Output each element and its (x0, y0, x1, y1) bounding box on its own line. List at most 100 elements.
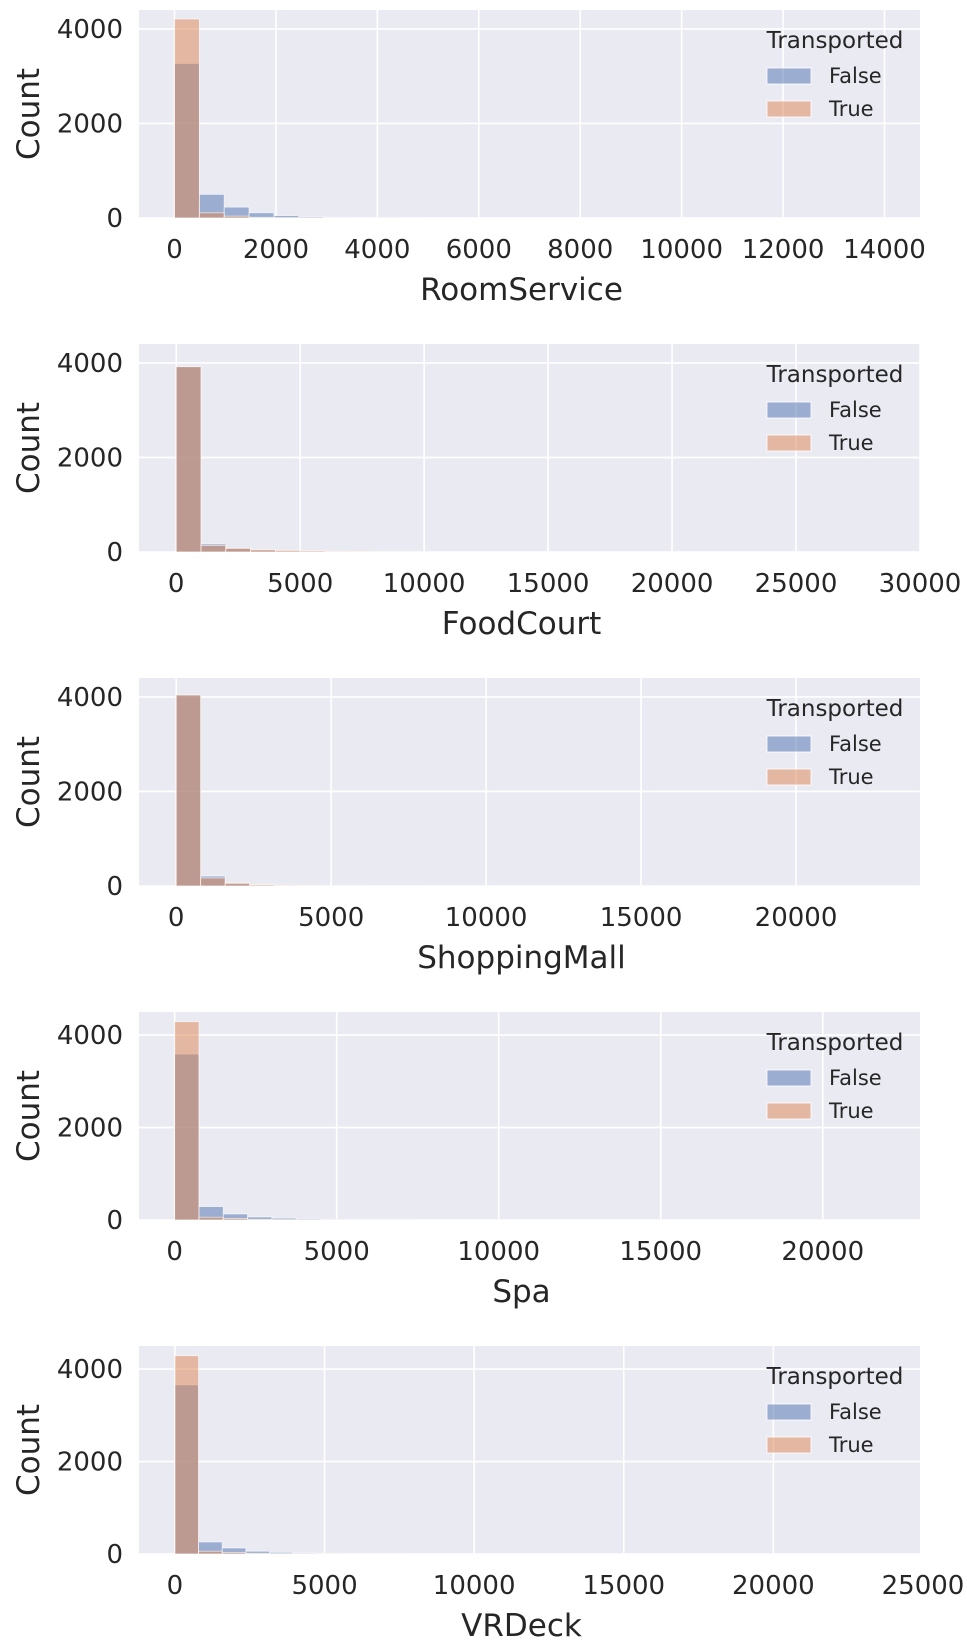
legend-swatch-true (766, 1436, 812, 1454)
x-tick-label: 0 (168, 569, 185, 599)
legend-label-false: False (829, 1066, 882, 1090)
legend-swatch-true (766, 1102, 812, 1120)
x-tick-label: 14000 (843, 235, 926, 265)
x-tick-label: 10000 (383, 569, 466, 599)
legend-label-false: False (829, 1400, 882, 1424)
bar-true-bin-3 (245, 1552, 270, 1555)
x-tick-label: 15000 (600, 903, 683, 933)
y-tick-label: 2000 (57, 1448, 123, 1478)
legend-title: Transported (766, 1030, 904, 1056)
x-tick-label: 12000 (742, 235, 825, 265)
legend: Transported False True (766, 1364, 904, 1457)
x-tick-label: 20000 (732, 1571, 815, 1601)
x-tick-label: 10000 (433, 1571, 516, 1601)
legend: Transported False True (766, 362, 904, 455)
x-tick-label: 5000 (298, 903, 364, 933)
x-tick-label: 0 (168, 903, 185, 933)
x-tick-label: 0 (166, 1237, 183, 1267)
x-tick-label: 0 (167, 1571, 184, 1601)
bar-true-bin-3 (250, 549, 276, 553)
x-tick-label: 8000 (547, 235, 613, 265)
legend-title: Transported (766, 362, 904, 388)
x-tick-label: 10000 (457, 1237, 540, 1267)
bar-true-bin-3 (248, 216, 275, 219)
bar-true-bin-5 (299, 550, 326, 553)
x-tick-label: 15000 (507, 569, 590, 599)
legend-swatch-false (766, 1069, 812, 1087)
y-tick-label: 0 (106, 1540, 123, 1570)
legend-swatch-false (766, 401, 812, 419)
legend-swatch-false (766, 67, 812, 85)
y-tick-label: 2000 (57, 777, 123, 807)
x-tick-label: 15000 (582, 1571, 665, 1601)
x-tick-label: 5000 (291, 1571, 357, 1601)
x-tick-label: 20000 (631, 569, 714, 599)
bar-true-bin-2 (222, 1218, 248, 1221)
x-axis-label: Spa (492, 1274, 550, 1310)
y-tick-label: 4000 (57, 1355, 123, 1385)
legend-label-true: True (828, 1433, 874, 1457)
legend-label-true: True (828, 1099, 874, 1123)
y-axis-label: Count (11, 402, 47, 494)
y-axis-label: Count (11, 1070, 47, 1162)
bar-true-bin-6 (324, 550, 351, 553)
bar-true-bin-3 (247, 1218, 273, 1221)
x-tick-label: 30000 (879, 569, 962, 599)
y-tick-label: 4000 (57, 683, 123, 713)
x-tick-label: 6000 (446, 235, 512, 265)
x-tick-label: 10000 (640, 235, 723, 265)
bar-true-bin-0 (174, 18, 200, 219)
y-tick-label: 0 (106, 538, 123, 568)
y-axis-label: Count (11, 736, 47, 828)
x-tick-label: 4000 (344, 235, 410, 265)
bar-true-bin-0 (175, 694, 202, 887)
x-axis-label: RoomService (420, 272, 623, 308)
bar-true-bin-2 (225, 547, 251, 553)
legend: Transported False True (766, 1030, 904, 1123)
x-tick-label: 25000 (882, 1571, 965, 1601)
x-axis-label: VRDeck (461, 1608, 582, 1644)
legend-label-false: False (829, 398, 882, 422)
histogram-panel-shoppingmall: 0 5000 10000 15000 20000 0 2000 4000 ShoppingMal… (11, 678, 920, 976)
y-tick-label: 0 (106, 204, 123, 234)
x-axis-label: FoodCourt (442, 606, 602, 642)
legend-label-false: False (829, 732, 882, 756)
x-tick-label: 5000 (304, 1237, 370, 1267)
x-tick-label: 10000 (445, 903, 528, 933)
legend-title: Transported (766, 28, 904, 54)
bar-true-bin-0 (174, 1355, 199, 1555)
legend: Transported False True (766, 28, 904, 121)
bar-true-bin-2 (223, 215, 250, 219)
bar-true-bin-4 (274, 549, 301, 553)
bar-true-bin-2 (224, 882, 251, 887)
legend-label-true: True (828, 431, 874, 455)
legend-label-false: False (829, 64, 882, 88)
y-tick-label: 2000 (57, 1114, 123, 1144)
y-axis-label: Count (11, 1404, 47, 1496)
legend-swatch-true (766, 768, 812, 786)
bar-true-bin-4 (273, 884, 300, 887)
legend-swatch-true (766, 434, 812, 452)
legend-label-true: True (828, 765, 874, 789)
y-axis-label: Count (11, 68, 47, 160)
bar-true-bin-0 (174, 1021, 200, 1221)
histogram-panel-foodcourt: 0 5000 10000 15000 20000 25000 30000 0 2000 4000 F… (11, 344, 961, 642)
bar-true-bin-1 (198, 1550, 223, 1555)
legend-label-true: True (828, 97, 874, 121)
y-tick-label: 0 (106, 872, 123, 902)
legend: Transported False True (766, 696, 904, 789)
bar-true-bin-0 (175, 366, 202, 553)
x-axis-label: ShoppingMall (417, 940, 626, 976)
legend-swatch-false (766, 735, 812, 753)
bar-true-bin-1 (198, 1216, 224, 1221)
bar-true-bin-1 (198, 212, 225, 219)
legend-title: Transported (766, 1364, 904, 1390)
y-tick-label: 2000 (57, 109, 123, 139)
legend-title: Transported (766, 696, 904, 722)
x-tick-label: 25000 (755, 569, 838, 599)
legend-swatch-false (766, 1403, 812, 1421)
x-tick-label: 15000 (619, 1237, 702, 1267)
y-tick-label: 0 (106, 1206, 123, 1236)
y-tick-label: 4000 (57, 349, 123, 379)
